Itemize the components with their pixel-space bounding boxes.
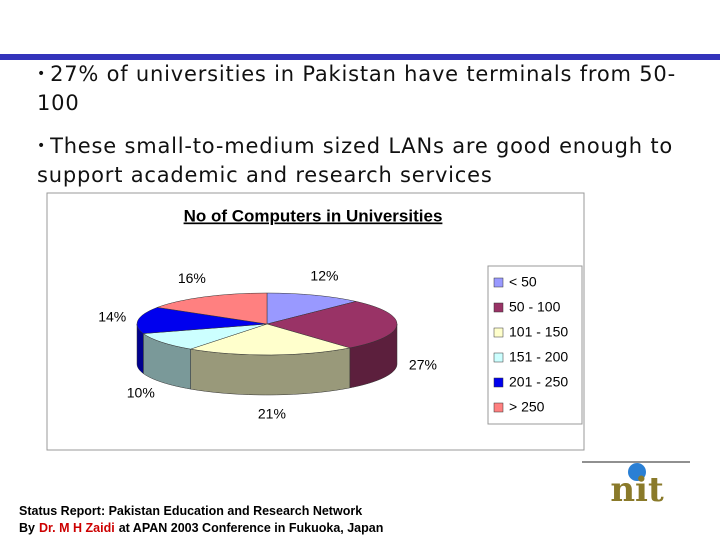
legend-label: 151 - 200 [509, 349, 568, 365]
legend-swatch [493, 327, 504, 338]
slice [156, 292, 268, 325]
footer-line: By Dr. M H Zaidi at APAN 2003 Conference i… [19, 520, 383, 537]
chart-title: No of Computers in Universities [184, 206, 443, 225]
legend-box [487, 265, 583, 425]
bullet: These small-to-medium sized LANs are goo… [37, 132, 677, 190]
legend-swatch [493, 377, 504, 388]
legend-swatch [493, 402, 504, 413]
data-label: 27% [409, 356, 437, 372]
slice [266, 292, 357, 325]
legend-label: > 250 [509, 399, 545, 415]
bullet: 27% of universities in Pakistan have ter… [37, 60, 677, 118]
logo-text: nit [610, 470, 664, 510]
slice [266, 301, 398, 349]
legend-swatch [493, 352, 504, 363]
legend-label: 101 - 150 [509, 324, 568, 340]
author: Dr. M H Zaidi [38, 521, 115, 535]
logo-globe [628, 463, 646, 481]
slice [136, 307, 268, 334]
data-label: 12% [310, 267, 338, 283]
legend-swatch [493, 302, 504, 313]
legend-swatch [493, 277, 504, 288]
bullet-list: 27% of universities in Pakistan have ter… [37, 60, 677, 204]
legend-label: 50 - 100 [509, 299, 561, 315]
legend-label: 201 - 250 [509, 374, 568, 390]
top-bar [0, 54, 720, 60]
footer-text: at APAN 2003 Conference in Fukuoka, Japa… [118, 521, 384, 535]
slice [142, 323, 268, 350]
data-label: 10% [127, 385, 155, 401]
footer: Status Report: Pakistan Education and Re… [19, 503, 383, 537]
legend-label: < 50 [509, 274, 537, 290]
data-label: 14% [98, 308, 126, 324]
data-label: 21% [258, 406, 286, 422]
footer-line: Status Report: Pakistan Education and Re… [19, 504, 363, 518]
data-label: 16% [178, 270, 206, 286]
footer-text: By [19, 521, 35, 535]
slice [190, 323, 350, 356]
